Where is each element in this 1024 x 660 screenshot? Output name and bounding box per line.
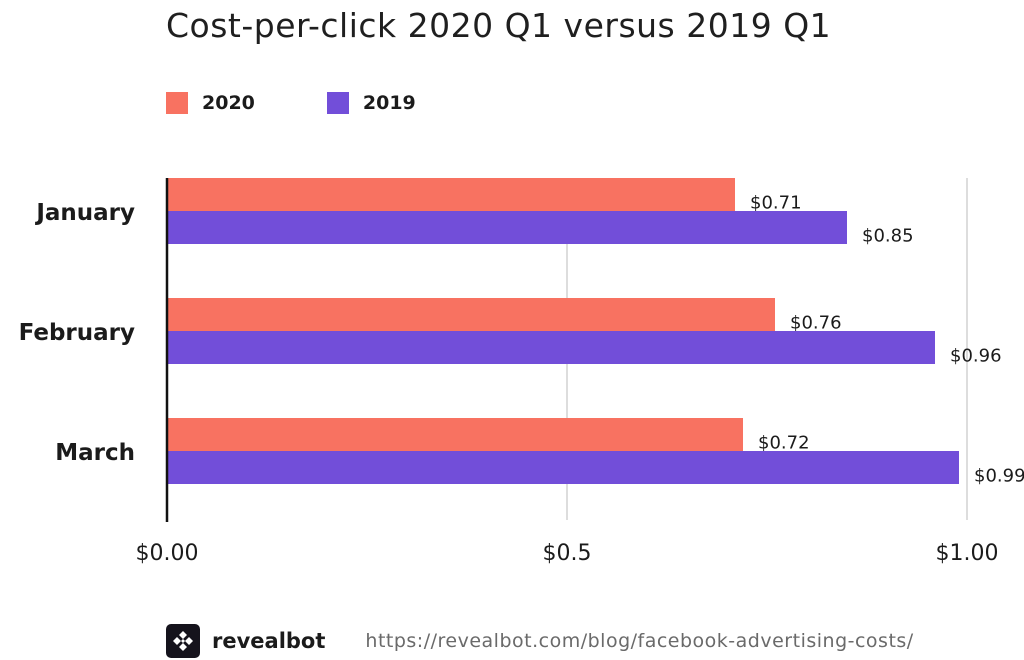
chart-title: Cost-per-click 2020 Q1 versus 2019 Q1 <box>166 6 832 45</box>
legend-swatch-2020 <box>166 92 188 114</box>
legend-item-2019: 2019 <box>326 92 416 114</box>
category-label-january: January <box>34 200 135 226</box>
category-label-february: February <box>19 320 135 346</box>
legend-item-2020: 2020 <box>166 92 255 114</box>
legend-swatch-2019 <box>326 92 349 114</box>
data-label-january-2020: $0.71 <box>750 193 802 214</box>
bar-january-2020 <box>167 178 735 211</box>
bar-february-2020 <box>167 298 775 331</box>
bar-january-2019 <box>167 211 847 244</box>
x-tick-label-2: $1.00 <box>936 541 999 566</box>
revealbot-logo-icon <box>166 624 200 658</box>
source-url: https://revealbot.com/blog/facebook-adve… <box>365 630 914 652</box>
brand-name: revealbot <box>212 629 326 653</box>
legend-label-2020: 2020 <box>202 92 255 114</box>
category-label-march: March <box>55 440 135 466</box>
x-tick-label-1: $0.5 <box>543 541 592 566</box>
data-label-january-2019: $0.85 <box>862 226 914 247</box>
data-label-february-2019: $0.96 <box>950 346 1002 367</box>
x-tick-label-0: $0.00 <box>136 541 199 566</box>
footer: revealbot https://revealbot.com/blog/fac… <box>166 624 914 658</box>
data-label-march-2019: $0.99 <box>974 466 1024 487</box>
legend: 2020 2019 <box>166 92 488 114</box>
data-label-march-2020: $0.72 <box>758 433 810 454</box>
legend-label-2019: 2019 <box>362 92 416 114</box>
bar-february-2019 <box>167 331 935 364</box>
bar-march-2019 <box>167 451 959 484</box>
data-label-february-2020: $0.76 <box>790 313 842 334</box>
bar-march-2020 <box>167 418 743 451</box>
